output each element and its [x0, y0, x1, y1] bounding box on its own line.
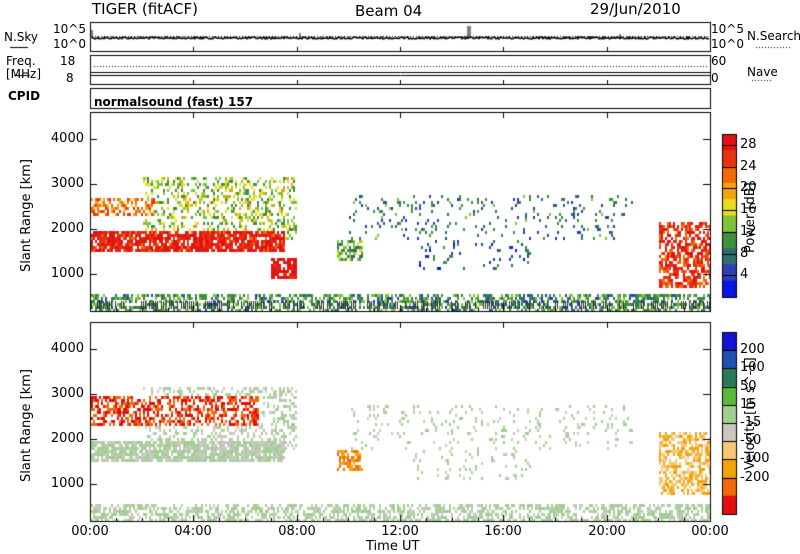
xtick-1: 04:00: [174, 524, 212, 539]
power-cbar-tick-8: 8: [740, 246, 749, 261]
velocity-ylabel: Slant Range [km]: [19, 369, 34, 482]
velocity-ytick-2000: 2000: [50, 431, 84, 446]
freq-tick-top: 18: [60, 54, 76, 68]
power-ytick-1000: 1000: [50, 266, 84, 281]
nsearch-tick-top: 10^5: [711, 22, 744, 36]
power-cbar-tick-12: 12: [740, 224, 757, 239]
nsky-label: N.Sky: [4, 30, 39, 44]
power-cbar-tick-28: 28: [740, 137, 757, 152]
xtick-3: 12:00: [381, 524, 419, 539]
nave-tick-bottom: 0: [711, 71, 719, 85]
nave-label: Nave: [747, 65, 778, 79]
velocity-cbar-tick-1: 100: [740, 360, 765, 375]
velocity-cbar-tick-5: -50: [740, 433, 762, 448]
xtick-5: 20:00: [588, 524, 626, 539]
beam-title: Beam 04: [355, 2, 423, 20]
power-ytick-4000: 4000: [50, 131, 84, 146]
velocity-cbar-tick-7: -200: [740, 470, 770, 485]
power-ylabel: Slant Range [km]: [19, 159, 34, 272]
velocity-ytick-4000: 4000: [50, 341, 84, 356]
xtick-4: 16:00: [484, 524, 522, 539]
nsearch-tick-bottom: 10^0: [711, 37, 744, 51]
x-axis-label: Time UT: [366, 539, 420, 554]
power-cbar-tick-20: 20: [740, 180, 757, 195]
nave-tick-top: 60: [711, 54, 727, 68]
velocity-cbar-tick-6: -100: [740, 451, 770, 466]
freq-unit-label: [MHz]: [6, 67, 42, 81]
nsearch-label: N.Search: [747, 29, 800, 43]
freq-tick-bottom: 8: [66, 71, 74, 85]
cpid-label: CPID: [8, 89, 41, 103]
power-ytick-2000: 2000: [50, 221, 84, 236]
nsky-tick-bottom: 10^0: [53, 37, 86, 51]
freq-label: Freq.: [6, 54, 36, 68]
velocity-cbar-tick-3: 15: [740, 397, 757, 412]
velocity-cbar-tick-4: -15: [740, 415, 762, 430]
velocity-cbar-tick-0: 200: [740, 342, 765, 357]
radar-title: TIGER (fitACF): [92, 0, 199, 18]
velocity-ytick-3000: 3000: [50, 386, 84, 401]
xtick-0: 00:00: [71, 524, 109, 539]
power-cbar-tick-24: 24: [740, 159, 757, 174]
nsky-tick-top: 10^5: [53, 22, 86, 36]
date-title: 29/Jun/2010: [590, 0, 681, 18]
power-ytick-3000: 3000: [50, 176, 84, 191]
cpid-value: normalsound (fast) 157: [94, 95, 254, 109]
xtick-2: 08:00: [278, 524, 316, 539]
power-cbar-tick-16: 16: [740, 202, 757, 217]
power-cbar-tick-4: 4: [740, 267, 749, 282]
velocity-ytick-1000: 1000: [50, 476, 84, 491]
velocity-cbar-tick-2: 50: [740, 379, 757, 394]
xtick-6: 00:00: [691, 524, 729, 539]
